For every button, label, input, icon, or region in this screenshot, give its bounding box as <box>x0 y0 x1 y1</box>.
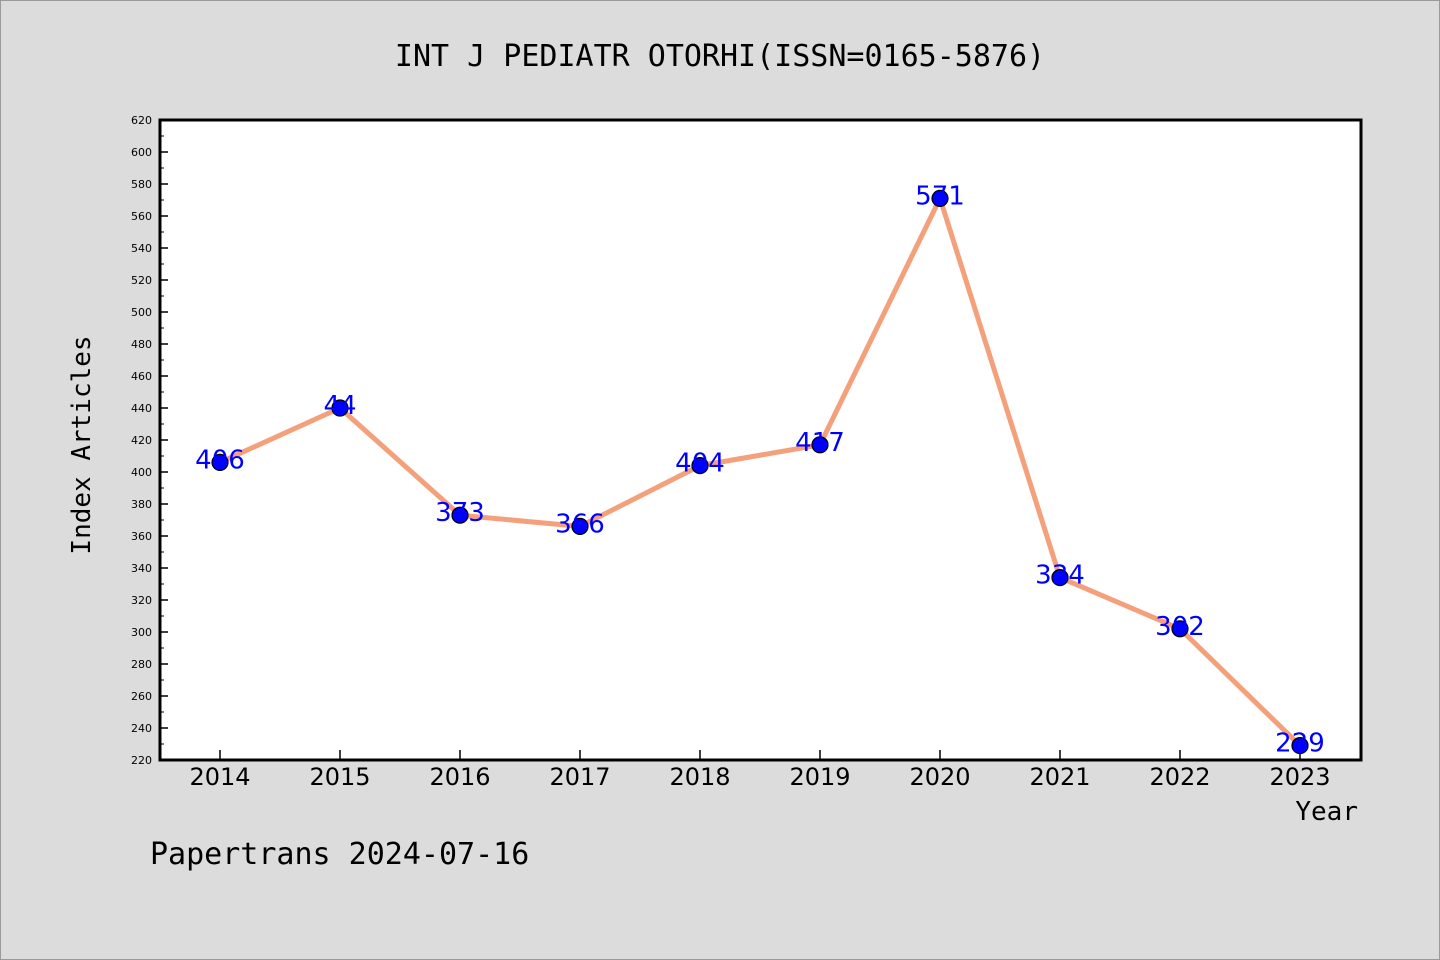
x-axis: 2014 2015 2016 2017 2018 2019 2020 2021 2022 2023 <box>189 750 1331 791</box>
data-label-2022: 302 <box>1155 612 1205 642</box>
x-tick-label: 2014 <box>189 763 250 791</box>
data-label-2016: 373 <box>435 498 485 528</box>
y-tick-label: 460 <box>131 370 152 383</box>
y-tick-label: 380 <box>131 498 152 511</box>
plot-frame <box>158 118 1363 762</box>
y-tick-label: 440 <box>131 402 152 415</box>
data-point-2019 <box>811 436 829 454</box>
data-labels: 406 44 373 366 404 417 571 334 302 229 <box>195 181 1325 758</box>
y-tick-label: 580 <box>131 178 152 191</box>
chart-title: INT J PEDIATR OTORHI(ISSN=0165-5876) <box>395 39 1045 74</box>
data-point-2015 <box>331 399 349 417</box>
data-point-2020 <box>931 189 949 207</box>
y-tick-label: 620 <box>131 114 152 127</box>
data-point-2023 <box>1291 736 1309 755</box>
y-tick-label: 220 <box>131 754 152 767</box>
y-tick-label: 480 <box>131 338 152 351</box>
x-tick-label: 2016 <box>429 763 490 791</box>
data-label-2019: 417 <box>795 428 845 458</box>
data-point-2018 <box>691 457 709 475</box>
x-tick-label: 2015 <box>309 763 370 791</box>
y-tick-label: 540 <box>131 242 152 255</box>
y-tick-label: 280 <box>131 658 152 671</box>
y-tick-label: 500 <box>131 306 152 319</box>
x-tick-label: 2019 <box>789 763 850 791</box>
data-label-2018: 404 <box>675 449 725 479</box>
y-tick-label: 360 <box>131 530 152 543</box>
data-point-2017 <box>571 517 589 536</box>
data-label-2023: 229 <box>1275 729 1325 759</box>
y-tick-label: 320 <box>131 594 152 607</box>
footer-source-date: Papertrans 2024-07-16 <box>150 837 529 872</box>
x-tick-label: 2017 <box>549 763 610 791</box>
y-tick-label: 300 <box>131 626 152 639</box>
y-tick-label: 340 <box>131 562 152 575</box>
y-tick-label: 420 <box>131 434 152 447</box>
data-point-2022 <box>1171 620 1189 638</box>
y-tick-label: 240 <box>131 722 152 735</box>
y-tick-label: 400 <box>131 466 152 479</box>
y-axis-label: Index Articles <box>67 335 97 554</box>
y-tick-label: 560 <box>131 210 152 223</box>
x-tick-label: 2018 <box>669 763 730 791</box>
y-tick-label: 520 <box>131 274 152 287</box>
data-label-2017: 366 <box>555 509 605 539</box>
y-tick-label: 260 <box>131 690 152 703</box>
series-index-articles <box>211 189 1309 755</box>
data-label-2021: 334 <box>1035 561 1085 591</box>
data-label-2014: 406 <box>195 445 245 475</box>
data-point-2014 <box>211 453 229 471</box>
data-point-2016 <box>451 506 469 524</box>
series-line <box>218 195 1302 748</box>
x-tick-label: 2020 <box>909 763 970 791</box>
data-label-2020: 571 <box>915 181 965 211</box>
data-label-2015: 44 <box>323 391 356 421</box>
plot-area <box>160 120 1361 760</box>
data-point-2021 <box>1051 568 1069 587</box>
x-tick-label: 2021 <box>1029 763 1090 791</box>
x-tick-label: 2023 <box>1269 763 1330 791</box>
y-tick-label: 600 <box>131 146 152 159</box>
x-axis-label: Year <box>1295 797 1358 827</box>
x-tick-label: 2022 <box>1149 763 1210 791</box>
